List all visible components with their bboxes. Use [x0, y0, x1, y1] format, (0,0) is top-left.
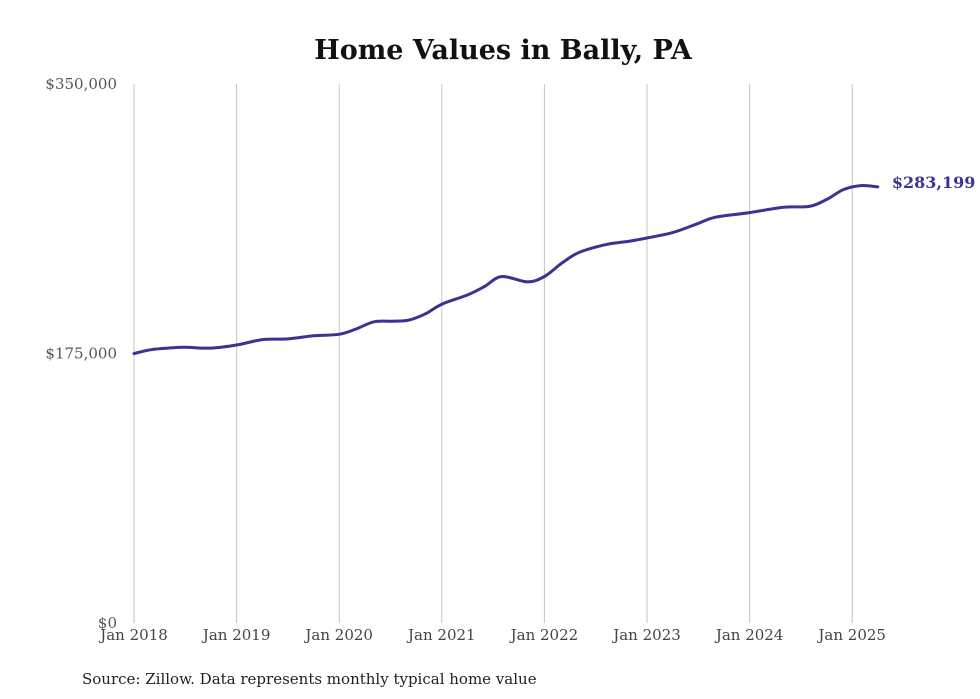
- y-axis-ticks: $0 $175,000 $350,000: [45, 75, 117, 632]
- x-axis-ticks: Jan 2018 Jan 2019 Jan 2020 Jan 2021 Jan 2022…: [98, 626, 886, 644]
- last-value-label: $283,199: [892, 173, 976, 192]
- home-value-line: [132, 184, 880, 355]
- x-tick-label: Jan 2022: [509, 626, 579, 644]
- x-tick-label: Jan 2018: [98, 626, 168, 644]
- x-tick-label: Jan 2023: [611, 626, 681, 644]
- y-tick-label: $0: [98, 614, 117, 632]
- x-tick-label: Jan 2019: [201, 626, 271, 644]
- x-tick-label: Jan 2020: [303, 626, 373, 644]
- chart-title: Home Values in Bally, PA: [314, 35, 693, 66]
- x-tick-label: Jan 2024: [714, 626, 784, 644]
- gridlines: [133, 84, 853, 623]
- source-note: Source: Zillow. Data represents monthly …: [82, 670, 537, 688]
- x-tick-label: Jan 2025: [816, 626, 886, 644]
- y-tick-label: $350,000: [45, 75, 117, 93]
- y-tick-label: $175,000: [45, 345, 117, 363]
- x-tick-label: Jan 2021: [406, 626, 476, 644]
